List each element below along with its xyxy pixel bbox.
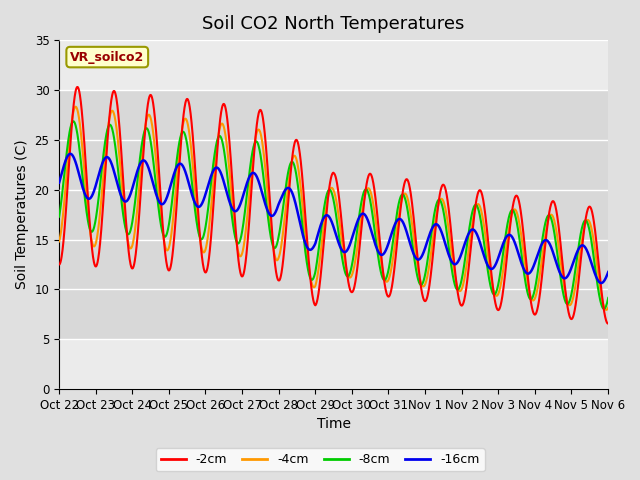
Bar: [59, 90, 608, 339]
Text: VR_soilco2: VR_soilco2: [70, 50, 145, 63]
Y-axis label: Soil Temperatures (C): Soil Temperatures (C): [15, 140, 29, 289]
Legend: -2cm, -4cm, -8cm, -16cm: -2cm, -4cm, -8cm, -16cm: [156, 448, 484, 471]
X-axis label: Time: Time: [317, 418, 351, 432]
Title: Soil CO2 North Temperatures: Soil CO2 North Temperatures: [202, 15, 465, 33]
